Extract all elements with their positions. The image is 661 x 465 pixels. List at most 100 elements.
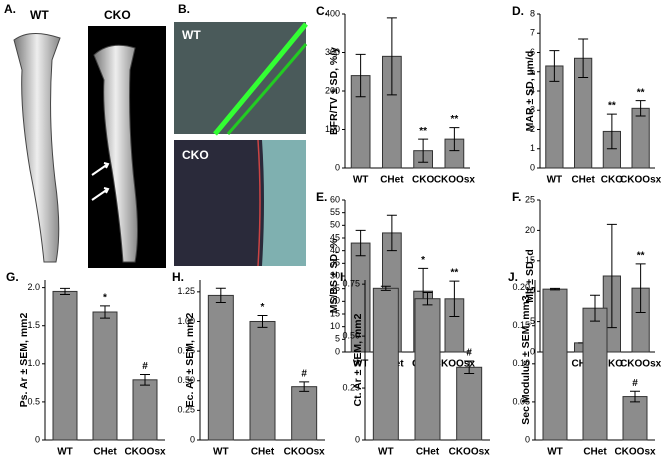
y-tick-label: 0.5 bbox=[27, 396, 40, 406]
error-bar bbox=[606, 223, 617, 329]
x-tick-label: CHet bbox=[571, 175, 595, 186]
y-tick-label: 15 bbox=[330, 308, 340, 318]
y-tick-label: 5 bbox=[530, 316, 535, 326]
y-tick-label: 1.00 bbox=[177, 316, 195, 326]
error-bar bbox=[418, 138, 429, 163]
panel-label: J. bbox=[508, 270, 518, 284]
significance: * bbox=[103, 293, 107, 304]
y-tick-label: 0 bbox=[355, 434, 360, 444]
significance: ** bbox=[637, 87, 645, 98]
error-bar bbox=[635, 263, 646, 313]
x-tick-label: WT bbox=[547, 447, 563, 458]
panel-label: I. bbox=[340, 270, 347, 284]
x-tick-label: CKOOsx bbox=[434, 359, 476, 370]
error-bar bbox=[140, 373, 150, 386]
x-tick-label: CKOOsx bbox=[284, 447, 326, 458]
error-bar bbox=[215, 287, 226, 304]
x-tick-label: CHet bbox=[380, 175, 404, 186]
panel-label: C. bbox=[316, 4, 328, 18]
y-tick-label: 10 bbox=[330, 321, 340, 331]
image-label: CKO bbox=[104, 8, 131, 22]
y-tick-label: 40 bbox=[330, 245, 340, 255]
y-tick-label: 1.0 bbox=[27, 358, 40, 368]
x-tick-label: CKO bbox=[601, 175, 623, 186]
bar bbox=[582, 307, 608, 441]
y-tick-label: 5 bbox=[530, 66, 535, 76]
bar bbox=[456, 366, 483, 441]
y-tick-label: 35 bbox=[330, 258, 340, 268]
significance: ** bbox=[419, 126, 427, 137]
image-label: WT bbox=[30, 8, 49, 22]
bar bbox=[542, 288, 568, 441]
arrows bbox=[91, 162, 110, 201]
y-tick-label: 200 bbox=[325, 85, 340, 95]
label-line bbox=[257, 139, 261, 267]
y-tick-label: 25 bbox=[525, 194, 535, 204]
x-tick-label: WT bbox=[353, 175, 369, 186]
x-tick-label: CKOOsx bbox=[614, 447, 656, 458]
x-tick-label: CKO bbox=[412, 175, 434, 186]
y-tick-label: 0.75 bbox=[177, 345, 195, 355]
error-bar bbox=[257, 315, 268, 328]
y-axis-label: Ps. Ar ± SEM, mm2 bbox=[18, 313, 30, 408]
significance: # bbox=[301, 369, 307, 380]
error-bar bbox=[606, 113, 617, 150]
y-tick-label: 0.10 bbox=[512, 358, 530, 368]
x-tick-label: WT bbox=[547, 175, 563, 186]
panel-a: A. WT CKO bbox=[4, 2, 166, 268]
y-tick-label: 20 bbox=[330, 296, 340, 306]
error-bar bbox=[590, 294, 600, 322]
error-bar bbox=[299, 381, 310, 392]
bar bbox=[622, 396, 648, 441]
x-tick-label: WT bbox=[353, 359, 369, 370]
y-tick-label: 0 bbox=[190, 434, 195, 444]
error-bar bbox=[422, 291, 433, 306]
x-tick-label: CKOOsx bbox=[124, 447, 166, 458]
x-tick-label: WT bbox=[57, 447, 73, 458]
y-tick-label: 0.15 bbox=[512, 320, 530, 330]
y-tick-label: 25 bbox=[330, 283, 340, 293]
label-line bbox=[213, 22, 308, 136]
y-tick-label: 0.05 bbox=[512, 396, 530, 406]
y-tick-label: 400 bbox=[325, 8, 340, 18]
bar bbox=[132, 379, 158, 441]
bone-wt bbox=[13, 33, 61, 263]
y-tick-label: 0.25 bbox=[342, 382, 360, 392]
panel-label: B. bbox=[178, 2, 190, 16]
y-axis-label: MAR ± SD, µm/d bbox=[524, 51, 536, 132]
x-tick-label: WT bbox=[213, 447, 229, 458]
significance: # bbox=[142, 361, 148, 372]
y-axis-label: Mlt ± SD, d bbox=[524, 249, 536, 303]
error-bar bbox=[578, 38, 589, 79]
y-tick-label: 6 bbox=[530, 47, 535, 57]
y-tick-label: 50 bbox=[330, 220, 340, 230]
y-tick-label: 8 bbox=[530, 8, 535, 18]
error-bar bbox=[449, 280, 460, 318]
error-bar bbox=[464, 360, 475, 375]
y-tick-label: 20 bbox=[525, 225, 535, 235]
x-tick-label: CHet bbox=[583, 447, 607, 458]
panel-b: B. WT CKO bbox=[174, 2, 308, 267]
y-tick-label: 5 bbox=[335, 334, 340, 344]
x-tick-label: CHet bbox=[416, 447, 440, 458]
panel-label: D. bbox=[512, 4, 524, 18]
image-label: CKO bbox=[182, 148, 209, 162]
image-wt bbox=[174, 22, 306, 134]
image-label: WT bbox=[182, 28, 201, 42]
x-tick-label: CHet bbox=[251, 447, 275, 458]
y-tick-label: 300 bbox=[325, 47, 340, 57]
y-tick-label: 30 bbox=[330, 270, 340, 280]
y-tick-label: 0 bbox=[35, 434, 40, 444]
y-axis-label: Ec. Ar ± SEM, mm2 bbox=[184, 313, 196, 408]
error-bar bbox=[355, 53, 366, 98]
y-tick-label: 10 bbox=[525, 286, 535, 296]
panel-label: G. bbox=[6, 270, 19, 284]
x-tick-label: CKOOsx bbox=[434, 175, 476, 186]
y-tick-label: 0 bbox=[530, 162, 535, 172]
significance: * bbox=[421, 255, 425, 266]
x-tick-label: CKO bbox=[601, 359, 623, 370]
y-tick-label: 0 bbox=[530, 346, 535, 356]
panel-label: H. bbox=[172, 270, 184, 284]
y-tick-label: 2 bbox=[530, 124, 535, 134]
y-tick-label: 3 bbox=[530, 105, 535, 115]
